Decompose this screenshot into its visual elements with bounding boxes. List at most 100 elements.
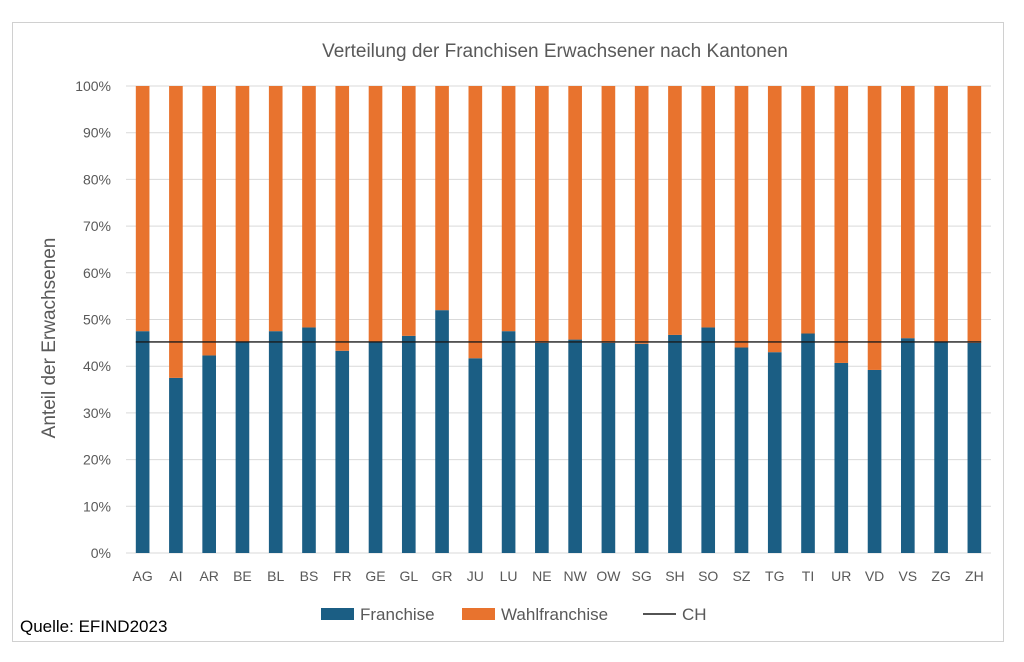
x-tick-label: AG (133, 568, 153, 584)
y-tick-label: 70% (83, 218, 111, 234)
y-tick-label: 60% (83, 265, 111, 281)
bar-franchise-bs (302, 327, 316, 553)
bar-wahlfranchise-nw (568, 86, 582, 340)
bar-franchise-ge (368, 341, 383, 553)
bar-wahlfranchise-lu (501, 86, 516, 332)
source-note: Quelle: EFIND2023 (20, 617, 168, 636)
y-axis-ticks: 0% 10% 20% 30% 40% 50% 60% 70% 80% 90% 100% (75, 78, 111, 561)
bars (135, 86, 982, 553)
bar-franchise-ti (801, 333, 815, 553)
bar-franchise-lu (501, 331, 516, 553)
y-axis-label: Anteil der Erwachsenen (39, 238, 60, 439)
x-tick-label: SH (665, 568, 684, 584)
x-tick-label: GR (432, 568, 453, 584)
stacked-bar-chart: Verteilung der Franchisen Erwachsener na… (39, 41, 991, 624)
bar-franchise-ar (202, 355, 216, 553)
legend-label: Franchise (360, 605, 435, 624)
bar-wahlfranchise-vd (867, 86, 882, 370)
x-tick-label: SZ (733, 568, 751, 584)
chart-frame: Verteilung der Franchisen Erwachsener na… (12, 22, 1004, 642)
legend-label: Wahlfranchise (501, 605, 608, 624)
bar-franchise-ow (601, 342, 616, 553)
x-tick-label: BL (267, 568, 284, 584)
bar-wahlfranchise-ti (801, 86, 815, 334)
y-tick-label: 40% (83, 358, 111, 374)
bar-wahlfranchise-ne (535, 86, 549, 343)
bar-wahlfranchise-bs (302, 86, 316, 328)
legend-label: CH (682, 605, 707, 624)
bar-wahlfranchise-so (701, 86, 716, 328)
bar-franchise-ur (834, 362, 849, 553)
y-tick-label: 30% (83, 405, 111, 421)
y-tick-label: 50% (83, 312, 111, 328)
x-tick-label: UR (831, 568, 851, 584)
x-tick-label: SO (698, 568, 718, 584)
bar-franchise-ag (135, 331, 150, 553)
bar-wahlfranchise-fr (335, 86, 350, 351)
y-tick-label: 10% (83, 498, 111, 514)
bar-wahlfranchise-vs (901, 86, 915, 339)
bar-franchise-vd (867, 369, 882, 553)
bar-wahlfranchise-sh (668, 86, 682, 335)
x-tick-label: JU (467, 568, 484, 584)
bar-wahlfranchise-ow (601, 86, 616, 343)
bar-franchise-nw (568, 339, 582, 553)
bar-wahlfranchise-ge (368, 86, 383, 342)
x-tick-label: NW (563, 568, 587, 584)
bar-franchise-ne (535, 342, 549, 553)
gridlines (126, 85, 991, 554)
legend-swatch-franchise (321, 608, 354, 620)
y-tick-label: 0% (91, 545, 111, 561)
bar-wahlfranchise-zh (967, 86, 982, 343)
legend: Franchise Wahlfranchise CH (321, 605, 707, 624)
x-tick-label: SG (632, 568, 652, 584)
bar-franchise-ju (468, 358, 483, 553)
bar-wahlfranchise-ar (202, 86, 216, 356)
bar-wahlfranchise-zg (934, 86, 948, 342)
x-tick-label: TI (802, 568, 814, 584)
bar-wahlfranchise-ai (169, 86, 183, 378)
bar-franchise-zg (934, 341, 948, 553)
bar-wahlfranchise-gl (401, 86, 416, 336)
y-tick-label: 20% (83, 452, 111, 468)
bar-wahlfranchise-ur (834, 86, 849, 363)
bar-franchise-tg (767, 352, 782, 553)
bar-franchise-zh (967, 342, 982, 553)
bar-wahlfranchise-ju (468, 86, 483, 359)
y-tick-label: 90% (83, 125, 111, 141)
bar-franchise-ai (169, 377, 183, 553)
chart-title: Verteilung der Franchisen Erwachsener na… (322, 41, 788, 62)
y-tick-label: 80% (83, 171, 111, 187)
bar-wahlfranchise-sg (634, 86, 649, 344)
bar-franchise-so (701, 327, 716, 553)
x-tick-label: GL (399, 568, 418, 584)
legend-swatch-wahlfranchise (462, 608, 495, 620)
x-tick-label: LU (500, 568, 518, 584)
x-tick-label: NE (532, 568, 551, 584)
bar-wahlfranchise-be (235, 86, 250, 342)
x-tick-label: GE (365, 568, 385, 584)
bar-franchise-sh (668, 334, 682, 553)
x-tick-label: AI (169, 568, 182, 584)
bar-franchise-vs (901, 338, 915, 553)
bar-franchise-gr (435, 310, 449, 553)
bar-franchise-gl (401, 335, 416, 553)
bar-wahlfranchise-bl (268, 86, 283, 332)
bar-wahlfranchise-ag (135, 86, 150, 332)
bar-franchise-be (235, 341, 250, 553)
x-tick-label: VD (865, 568, 884, 584)
bar-franchise-bl (268, 331, 283, 553)
bar-franchise-sg (634, 343, 649, 553)
x-tick-label: FR (333, 568, 352, 584)
x-tick-label: TG (765, 568, 784, 584)
bar-franchise-sz (734, 347, 749, 553)
x-axis-ticks: AG AI AR BE BL BS FR GE GL GR JU LU NE NW OW SG SH SO SZ TG… (133, 568, 984, 584)
x-tick-label: VS (898, 568, 917, 584)
bar-wahlfranchise-gr (435, 86, 449, 311)
x-tick-label: ZG (931, 568, 950, 584)
x-tick-label: BS (300, 568, 319, 584)
bar-franchise-fr (335, 350, 350, 553)
y-tick-label: 100% (75, 78, 111, 94)
x-tick-label: AR (199, 568, 218, 584)
x-tick-label: OW (596, 568, 621, 584)
